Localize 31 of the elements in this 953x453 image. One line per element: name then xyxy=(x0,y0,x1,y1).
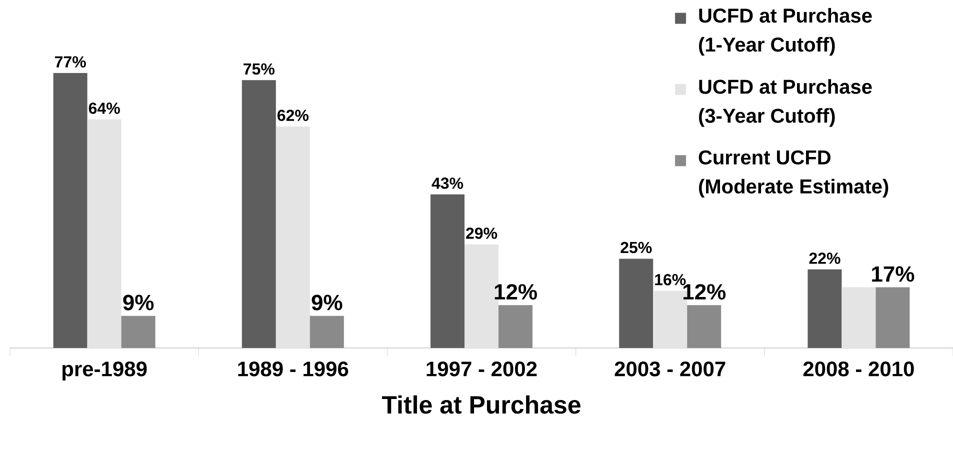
data-label: 17% xyxy=(872,266,914,282)
bar xyxy=(842,287,876,348)
bar xyxy=(619,258,654,348)
bar xyxy=(430,194,465,348)
data-label: 25% xyxy=(620,242,652,254)
data-label: 22% xyxy=(809,252,840,264)
data-label: 12% xyxy=(683,284,726,300)
data-label: 29% xyxy=(466,228,498,239)
legend-label: UCFD at Purchase (1-Year Cutoff) xyxy=(699,8,872,56)
legend-label: UCFD at Purchase (3-Year Cutoff) xyxy=(699,79,872,127)
data-label: 9% xyxy=(312,294,342,310)
bar xyxy=(808,269,842,348)
data-label: 43% xyxy=(432,178,464,189)
data-label: 62% xyxy=(277,110,309,122)
x-tick-label: pre-1989 xyxy=(62,362,147,381)
x-tick-label: 2008 - 2010 xyxy=(803,362,914,376)
x-tick-label: 2003 - 2007 xyxy=(614,362,726,376)
data-label: 75% xyxy=(244,63,274,75)
data-label: 64% xyxy=(88,102,120,114)
bar xyxy=(53,72,88,348)
bar xyxy=(276,126,310,348)
bar xyxy=(87,119,122,348)
legend-label: Current UCFD (Moderate Estimate) xyxy=(698,150,888,198)
bar xyxy=(242,80,276,348)
x-axis-title: Title at Purchase xyxy=(382,395,580,414)
data-label: 12% xyxy=(494,284,537,300)
x-tick-label: 1997 - 2002 xyxy=(426,362,537,376)
x-tick-label: 1989 - 1996 xyxy=(238,362,348,376)
data-label: 9% xyxy=(123,294,154,310)
data-label: 16% xyxy=(655,274,686,286)
data-label: 77% xyxy=(54,56,86,68)
